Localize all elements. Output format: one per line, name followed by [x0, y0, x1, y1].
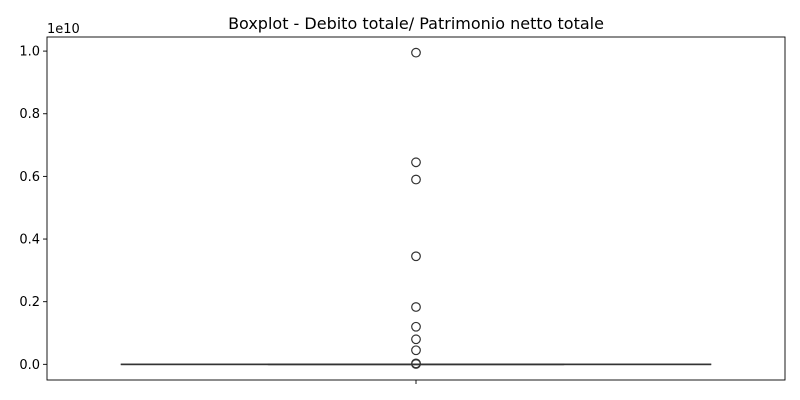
- plot-area: [120, 47, 712, 369]
- outlier-point: [411, 251, 421, 262]
- axes-frame: [46, 36, 786, 381]
- outlier-point: [411, 321, 421, 332]
- y-tick-label: 0.2: [19, 295, 40, 310]
- y-tick-label: 0.6: [19, 170, 40, 185]
- outlier-point: [411, 157, 421, 168]
- y-axis: 0.0 0.2 0.4 0.6 0.8 1.0: [19, 45, 47, 373]
- y-axis-offset-label: 1e10: [47, 22, 80, 37]
- outlier-point: [411, 47, 421, 58]
- chart-title: Boxplot - Debito totale/ Patrimonio nett…: [228, 14, 604, 33]
- y-tick-label: 1.0: [19, 45, 40, 60]
- box-series: [120, 47, 712, 369]
- outlier-point: [411, 345, 421, 356]
- outlier-point: [411, 359, 421, 369]
- y-tick-label: 0.8: [19, 107, 40, 122]
- y-tick-label: 0.0: [19, 358, 40, 373]
- outlier-point: [411, 174, 421, 185]
- y-tick-label: 0.4: [19, 233, 40, 248]
- outlier-point: [411, 334, 421, 345]
- outlier-point: [411, 302, 421, 312]
